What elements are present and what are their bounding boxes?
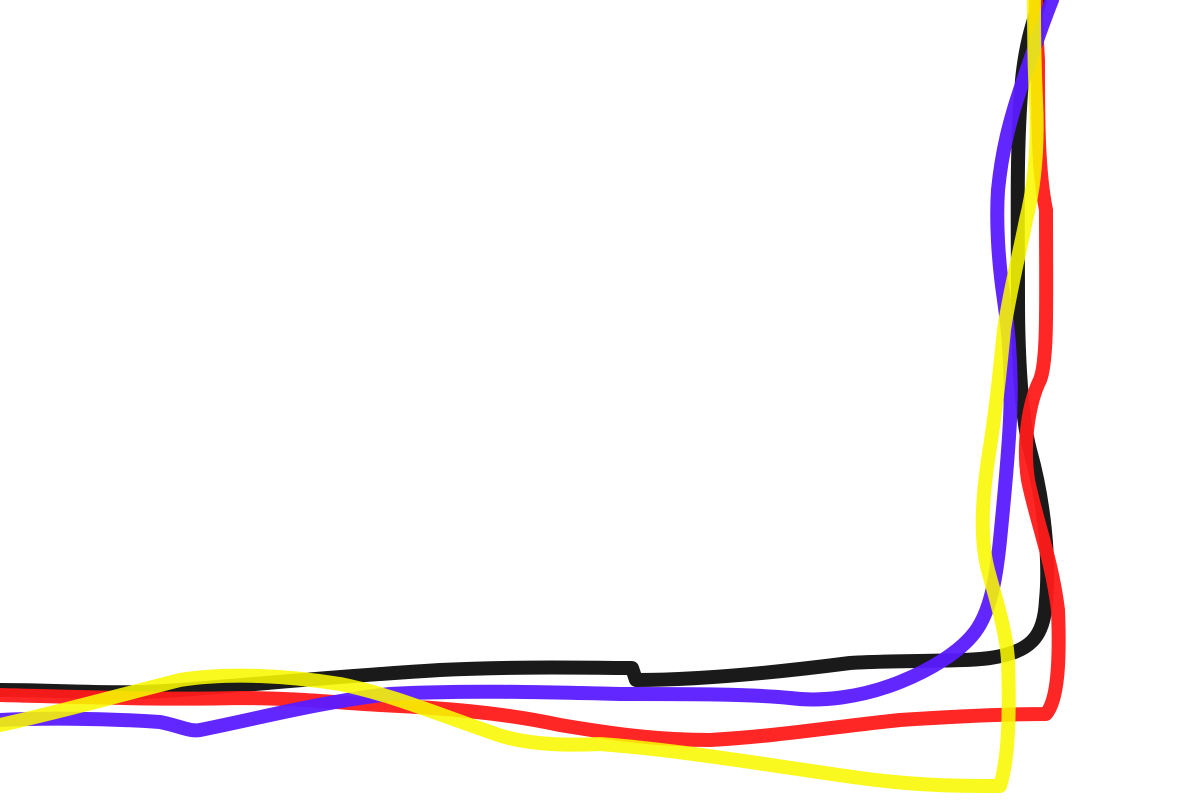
black-stroke xyxy=(0,0,1055,700)
yellow-stroke xyxy=(0,0,1044,793)
red-stroke xyxy=(0,0,1066,747)
purple-stroke xyxy=(0,0,1059,738)
